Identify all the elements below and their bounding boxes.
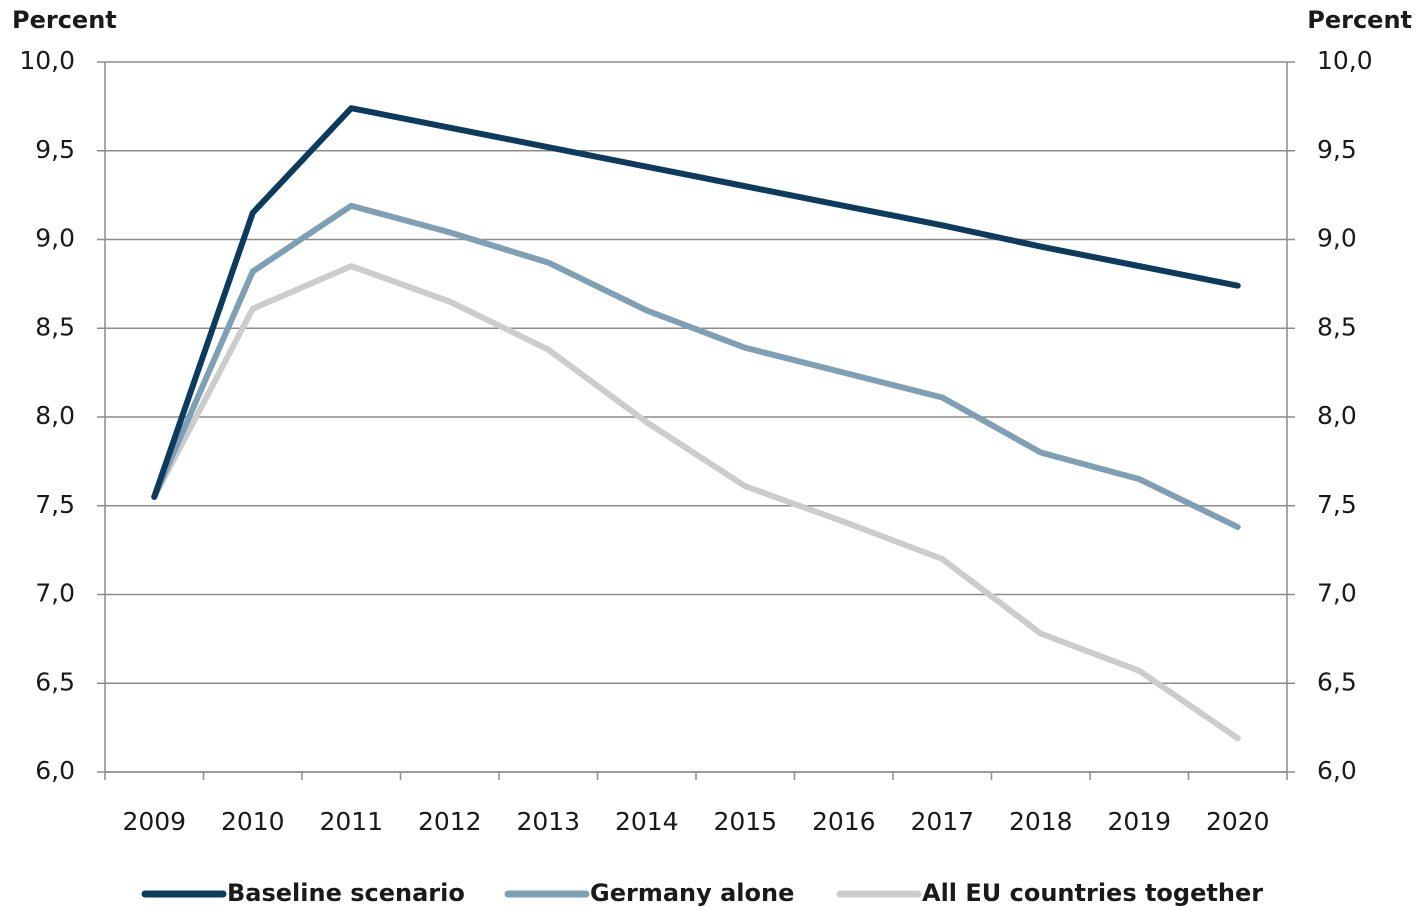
- y2-tick-label: 6,5: [1317, 667, 1357, 696]
- x-tick-label: 2019: [1107, 807, 1171, 836]
- x-tick-label: 2018: [1009, 807, 1073, 836]
- legend-label: Baseline scenario: [227, 879, 465, 907]
- y2-tick-label: 8,0: [1317, 401, 1357, 430]
- y2-tick-label: 7,0: [1317, 579, 1357, 608]
- line-series: [151, 202, 1241, 531]
- y-tick-label: 9,0: [35, 224, 75, 253]
- x-tick-label: 2011: [319, 807, 383, 836]
- legend-label: All EU countries together: [922, 879, 1263, 907]
- y2-tick-label: 8,5: [1317, 312, 1357, 341]
- y-tick-label: 10,0: [19, 46, 75, 75]
- y2-tick-label: 9,0: [1317, 224, 1357, 253]
- x-tick-label: 2016: [812, 807, 876, 836]
- y2-tick-label: 6,0: [1317, 756, 1357, 785]
- y2-tick-label: 7,5: [1317, 490, 1357, 519]
- y-tick-label: 6,0: [35, 756, 75, 785]
- y-tick-label: 8,5: [35, 312, 75, 341]
- x-tick-label: 2017: [910, 807, 974, 836]
- y-tick-label: 9,5: [35, 135, 75, 164]
- x-tick-label: 2015: [713, 807, 777, 836]
- x-tick-label: 2014: [615, 807, 679, 836]
- y-tick-label: 6,5: [35, 667, 75, 696]
- line-series: [151, 263, 1241, 742]
- y-axis-label: Percent: [12, 6, 117, 34]
- y2-tick-label: 9,5: [1317, 135, 1357, 164]
- y2-tick-label: 10,0: [1317, 46, 1373, 75]
- y2-axis-label: Percent: [1307, 6, 1412, 34]
- y-tick-label: 8,0: [35, 401, 75, 430]
- y-tick-label: 7,0: [35, 579, 75, 608]
- line-series: [151, 105, 1241, 500]
- x-tick-label: 2020: [1206, 807, 1270, 836]
- x-tick-label: 2012: [418, 807, 482, 836]
- y-tick-label: 7,5: [35, 490, 75, 519]
- x-tick-label: 2009: [122, 807, 186, 836]
- x-tick-label: 2013: [516, 807, 580, 836]
- legend-label: Germany alone: [590, 879, 794, 907]
- x-tick-label: 2010: [221, 807, 285, 836]
